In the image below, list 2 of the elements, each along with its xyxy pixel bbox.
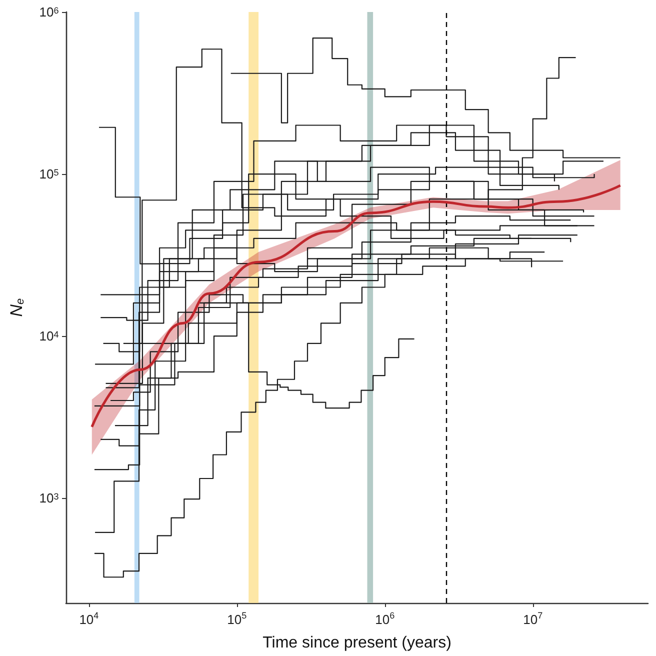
y-axis-title: Ne [7,298,26,317]
x-axis-title: Time since present (years) [262,634,452,652]
